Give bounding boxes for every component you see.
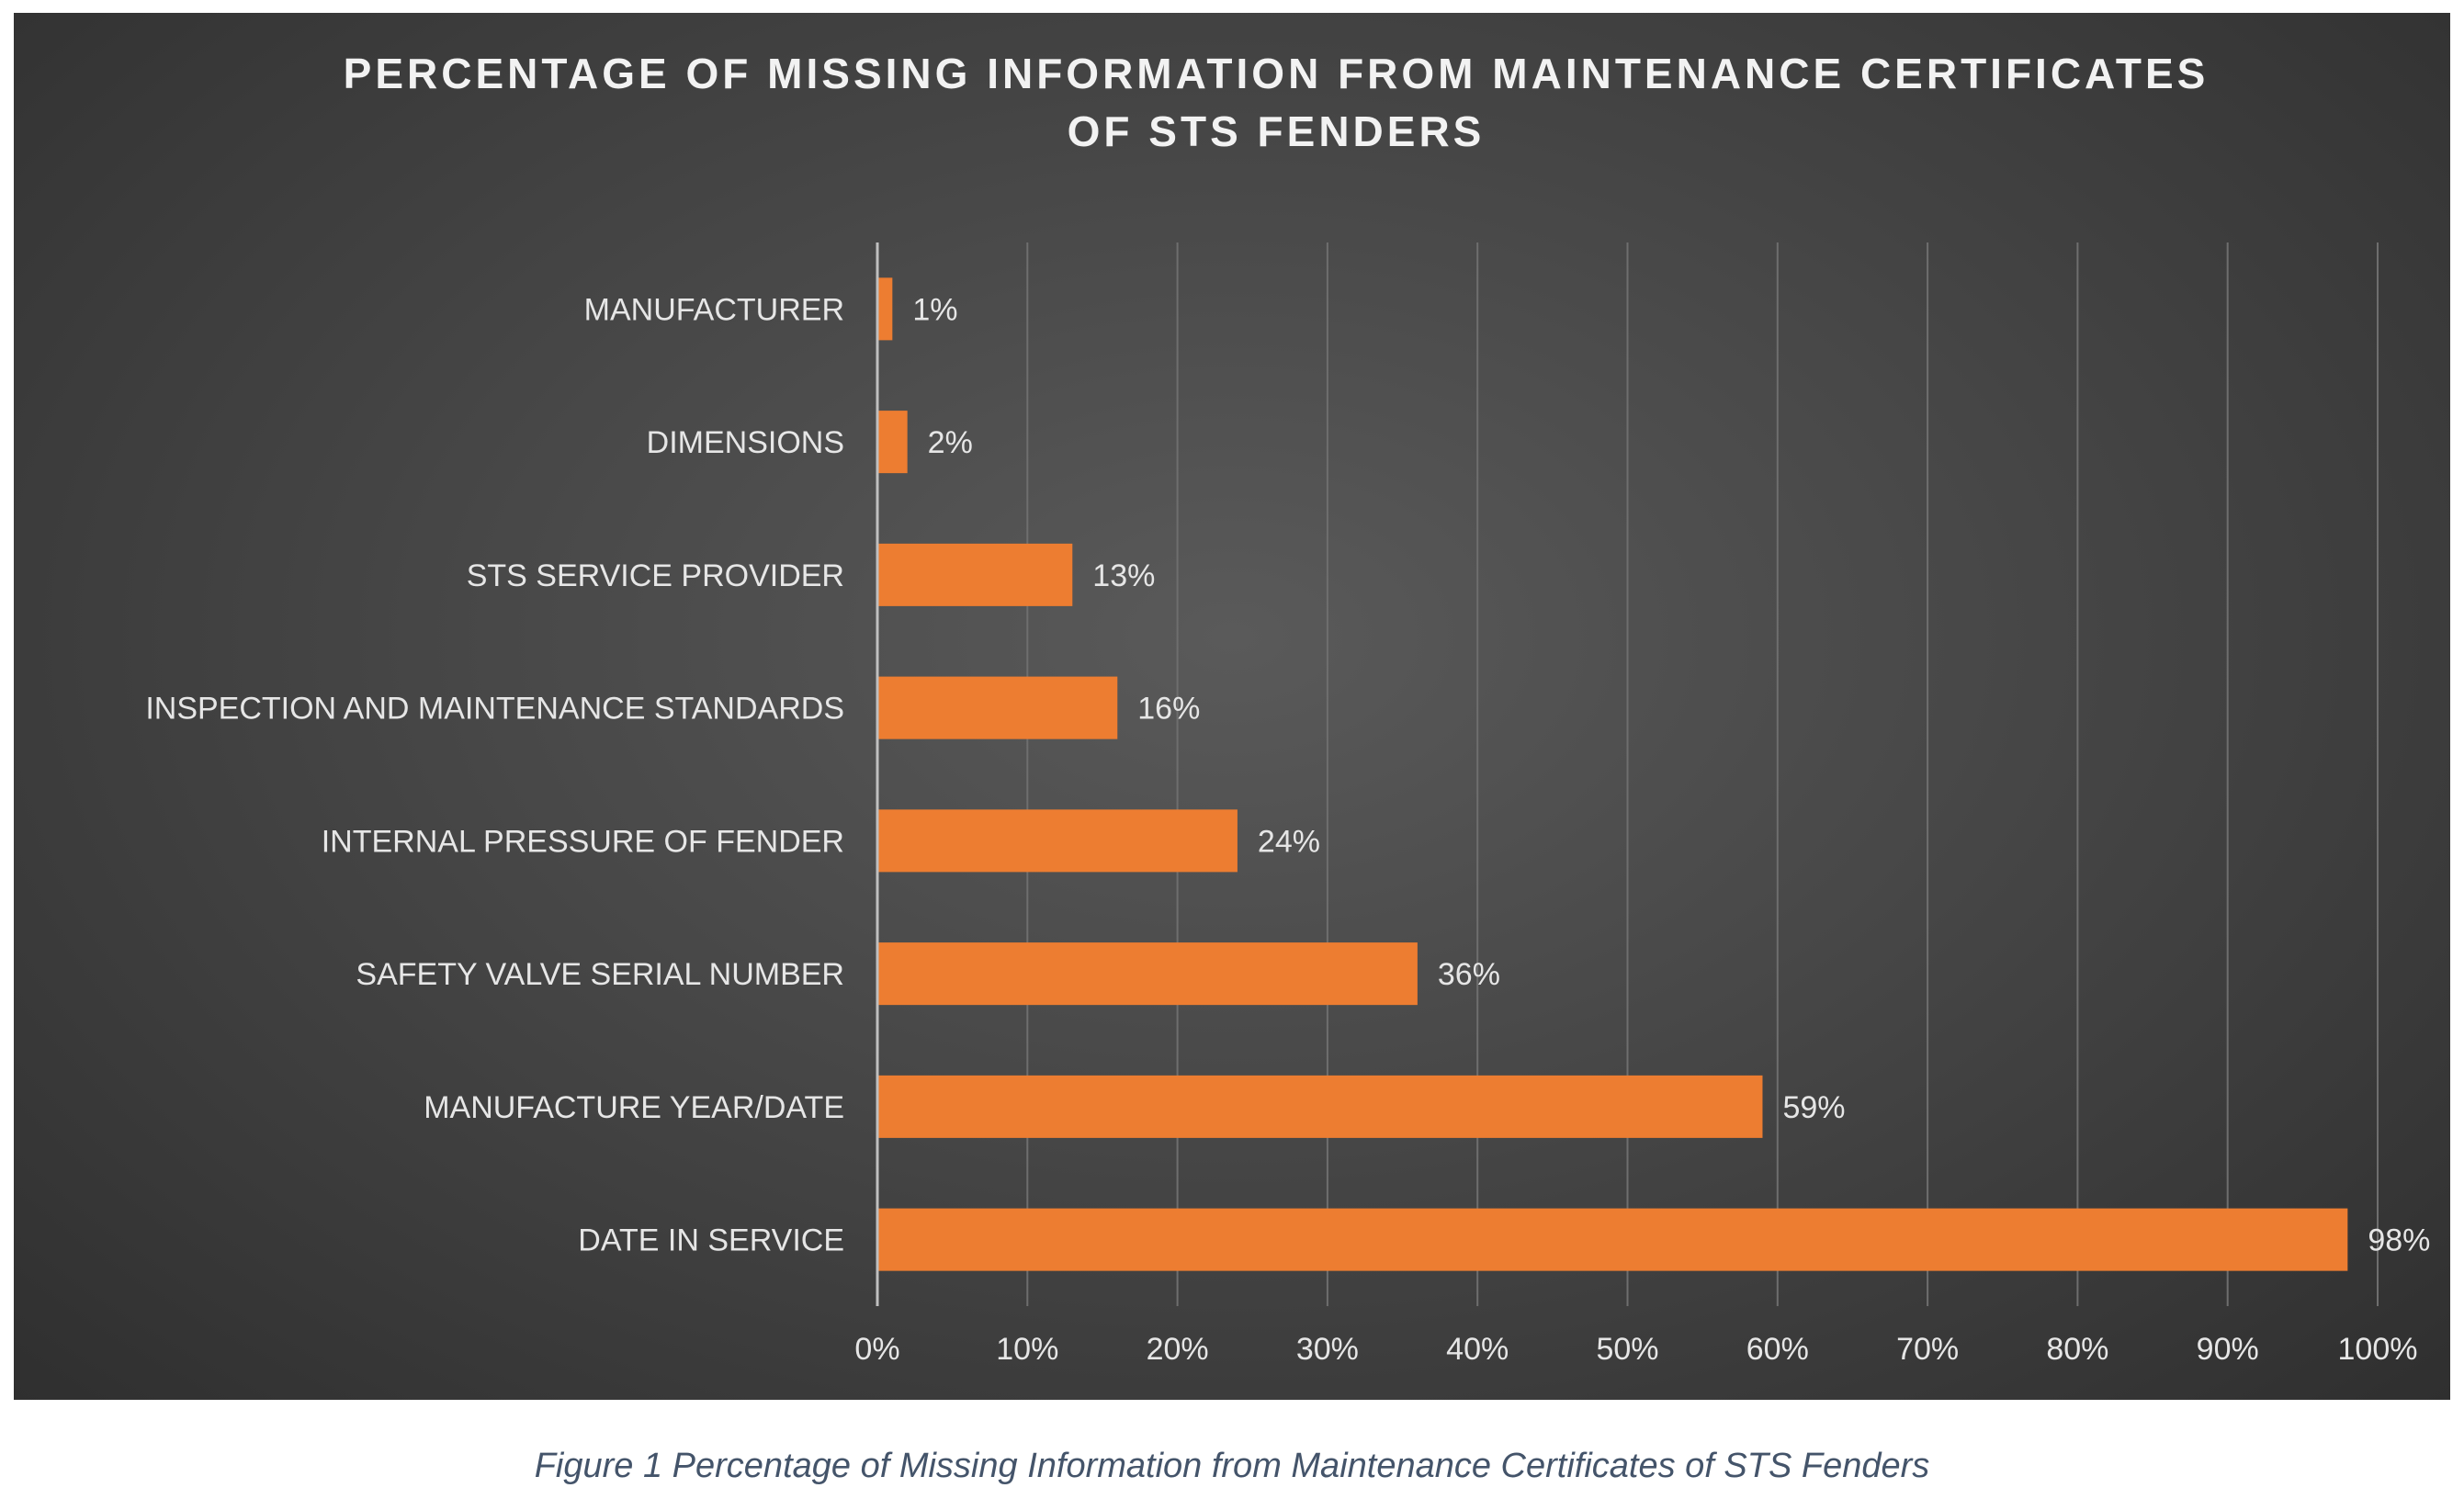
category-label: INTERNAL PRESSURE OF FENDER xyxy=(322,824,844,859)
chart-panel: PERCENTAGE OF MISSING INFORMATION FROM M… xyxy=(14,13,2450,1400)
data-label: 59% xyxy=(1782,1090,1845,1125)
bar xyxy=(877,1208,2348,1271)
x-tick-label: 40% xyxy=(1446,1332,1509,1367)
chart-title-line-1: PERCENTAGE OF MISSING INFORMATION FROM M… xyxy=(344,50,2210,97)
bar xyxy=(877,942,1418,1006)
gridlines xyxy=(1026,242,2379,1306)
category-label: MANUFACTURE YEAR/DATE xyxy=(424,1090,844,1125)
category-label: INSPECTION AND MAINTENANCE STANDARDS xyxy=(145,692,844,727)
bar xyxy=(877,809,1238,873)
data-label: 16% xyxy=(1137,692,1200,727)
data-label: 13% xyxy=(1092,558,1155,593)
bars xyxy=(877,277,2348,1271)
bar-chart: PERCENTAGE OF MISSING INFORMATION FROM M… xyxy=(145,50,2430,1367)
x-tick-label: 90% xyxy=(2197,1332,2259,1367)
data-label: 24% xyxy=(1258,824,1320,859)
category-label: SAFETY VALVE SERIAL NUMBER xyxy=(356,957,844,992)
bar xyxy=(877,411,908,474)
labels: 0% 10% 20% 30% 40% 50% 60% 70% 80% 90% 100% MANUFAC… xyxy=(145,292,2430,1367)
category-label: STS SERVICE PROVIDER xyxy=(467,558,844,593)
category-label: DIMENSIONS xyxy=(647,425,844,460)
bar xyxy=(877,1075,1763,1138)
x-tick-label: 100% xyxy=(2338,1332,2418,1367)
category-label: MANUFACTURER xyxy=(584,292,844,327)
x-tick-label: 80% xyxy=(2046,1332,2108,1367)
x-tick-label: 10% xyxy=(996,1332,1058,1367)
data-label: 1% xyxy=(912,292,957,327)
x-tick-label: 70% xyxy=(1896,1332,1959,1367)
bar xyxy=(877,277,893,341)
figure-caption: Figure 1 Percentage of Missing Informati… xyxy=(534,1447,1930,1485)
x-tick-label: 20% xyxy=(1147,1332,1209,1367)
x-tick-label: 0% xyxy=(854,1332,899,1367)
x-tick-label: 60% xyxy=(1746,1332,1809,1367)
data-label: 2% xyxy=(928,425,973,460)
chart-title-line-2: OF STS FENDERS xyxy=(1068,107,1486,155)
bar xyxy=(877,676,1118,739)
data-label: 98% xyxy=(2368,1223,2430,1258)
category-label: DATE IN SERVICE xyxy=(578,1223,844,1258)
data-label: 36% xyxy=(1438,957,1500,992)
x-tick-label: 30% xyxy=(1296,1332,1359,1367)
bar xyxy=(877,543,1073,606)
x-tick-label: 50% xyxy=(1596,1332,1658,1367)
